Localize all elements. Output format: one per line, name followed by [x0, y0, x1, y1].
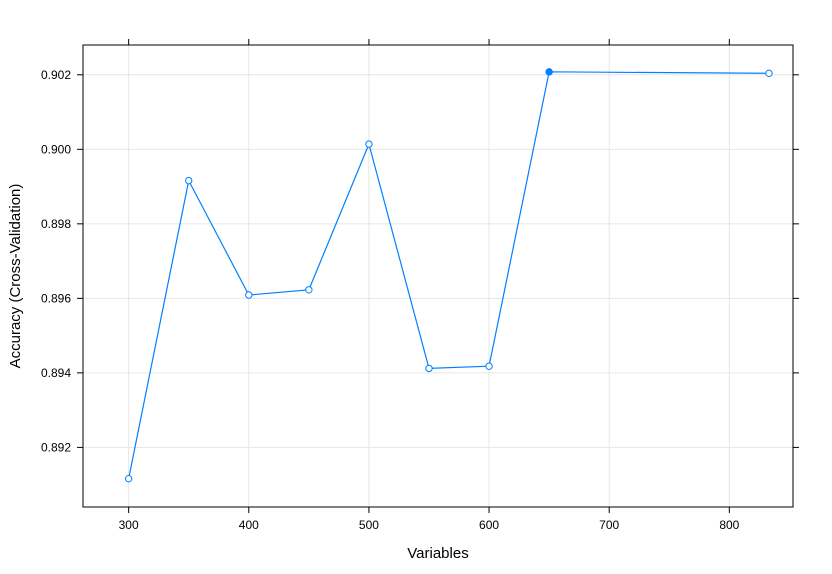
- data-point: [305, 286, 313, 294]
- y-tick-label: 0.894: [41, 366, 71, 380]
- series-group: [124, 68, 773, 483]
- y-tick-label: 0.902: [41, 68, 71, 82]
- x-axis-title: Variables: [407, 545, 468, 562]
- axis-ticks: [77, 39, 799, 513]
- y-tick-label: 0.898: [41, 217, 71, 231]
- tick-labels: 300 400 500 600 700 800 0.892 0.894 0.896 0.898 0.…: [41, 68, 740, 532]
- plot-frame: [82, 44, 794, 508]
- x-tick-label: 600: [479, 518, 499, 532]
- data-point: [365, 140, 373, 148]
- series-line: [128, 71, 769, 479]
- y-tick-label: 0.892: [41, 440, 71, 454]
- data-point: [765, 69, 773, 78]
- y-tick-label: 0.900: [41, 142, 71, 156]
- x-tick-label: 700: [599, 518, 619, 532]
- x-tick-label: 300: [119, 518, 139, 532]
- data-point: [124, 474, 133, 483]
- grid-lines: [83, 45, 793, 507]
- data-point: [485, 362, 493, 370]
- data-point: [245, 291, 253, 299]
- data-point: [185, 176, 193, 185]
- x-tick-label: 400: [239, 518, 259, 532]
- x-tick-label: 500: [359, 518, 379, 532]
- best-data-point: [545, 68, 553, 76]
- y-axis-title: Accuracy (Cross-Validation): [7, 184, 24, 369]
- y-tick-label: 0.896: [41, 291, 71, 305]
- data-point: [425, 364, 433, 373]
- x-tick-label: 800: [719, 518, 739, 532]
